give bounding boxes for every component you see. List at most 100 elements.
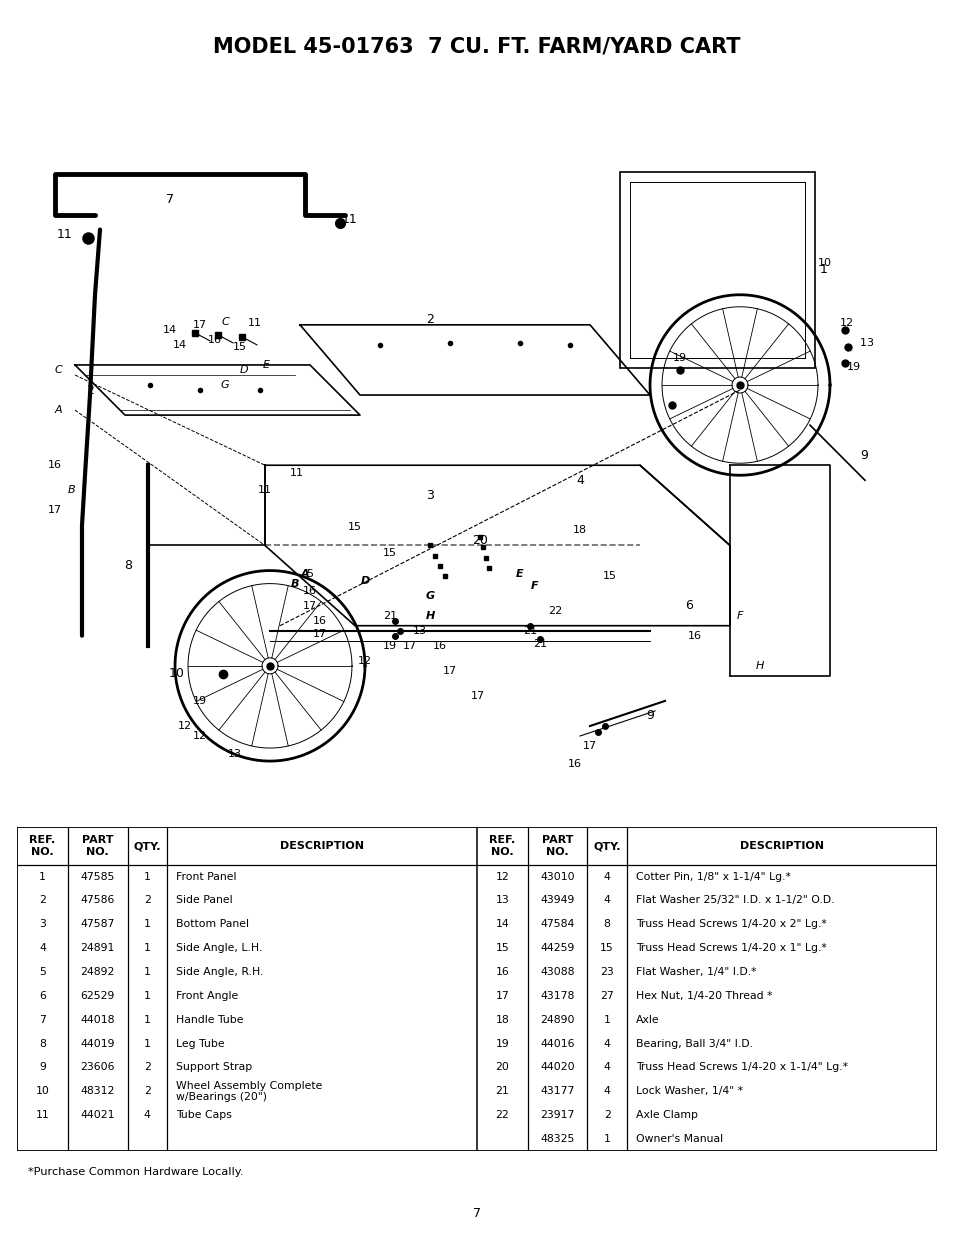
Text: 4: 4 xyxy=(603,1039,610,1049)
Text: 7: 7 xyxy=(166,193,173,206)
Text: 22: 22 xyxy=(547,605,561,616)
Text: 43177: 43177 xyxy=(539,1087,574,1097)
Text: 4: 4 xyxy=(144,1110,151,1120)
Text: REF.
NO.: REF. NO. xyxy=(489,835,515,857)
Text: 14: 14 xyxy=(495,919,509,929)
Text: 16: 16 xyxy=(48,461,62,471)
Text: 44021: 44021 xyxy=(80,1110,114,1120)
Text: 15: 15 xyxy=(233,342,247,352)
Text: DESCRIPTION: DESCRIPTION xyxy=(280,841,364,851)
Text: 15: 15 xyxy=(348,522,361,532)
Text: 4: 4 xyxy=(39,944,46,953)
Text: 17: 17 xyxy=(471,690,484,701)
Text: 4: 4 xyxy=(603,1087,610,1097)
Text: 62529: 62529 xyxy=(80,990,114,1000)
Text: 13: 13 xyxy=(859,338,877,348)
Text: Handle Tube: Handle Tube xyxy=(176,1015,244,1025)
Text: 11: 11 xyxy=(57,228,72,241)
Text: 21: 21 xyxy=(495,1087,509,1097)
Text: 18: 18 xyxy=(573,525,586,536)
Text: 11: 11 xyxy=(257,485,272,495)
Text: 16: 16 xyxy=(567,760,581,769)
Text: Flat Washer 25/32" I.D. x 1-1/2" O.D.: Flat Washer 25/32" I.D. x 1-1/2" O.D. xyxy=(636,895,834,905)
Text: 9: 9 xyxy=(645,709,653,722)
Text: B: B xyxy=(68,485,75,495)
Text: Truss Head Screws 1/4-20 x 1" Lg.*: Truss Head Screws 1/4-20 x 1" Lg.* xyxy=(636,944,826,953)
Text: REF.
NO.: REF. NO. xyxy=(30,835,55,857)
Text: 4: 4 xyxy=(576,474,583,487)
Text: A: A xyxy=(54,405,62,415)
Text: 11: 11 xyxy=(290,468,304,478)
Text: Lock Washer, 1/4" *: Lock Washer, 1/4" * xyxy=(636,1087,742,1097)
Text: 3: 3 xyxy=(426,489,434,501)
Text: 19: 19 xyxy=(672,353,686,363)
Text: 1: 1 xyxy=(144,990,151,1000)
Text: Truss Head Screws 1/4-20 x 2" Lg.*: Truss Head Screws 1/4-20 x 2" Lg.* xyxy=(636,919,826,929)
Text: 18: 18 xyxy=(495,1015,509,1025)
Text: 2: 2 xyxy=(86,384,93,396)
Text: Front Angle: Front Angle xyxy=(176,990,238,1000)
Text: Bottom Panel: Bottom Panel xyxy=(176,919,249,929)
Text: 12: 12 xyxy=(178,721,192,731)
Text: 17: 17 xyxy=(303,600,316,610)
Text: 21: 21 xyxy=(533,638,546,648)
Text: 14: 14 xyxy=(163,325,177,335)
Text: 47584: 47584 xyxy=(539,919,574,929)
Text: Bearing, Ball 3/4" I.D.: Bearing, Ball 3/4" I.D. xyxy=(636,1039,752,1049)
Text: 47587: 47587 xyxy=(80,919,114,929)
Text: 6: 6 xyxy=(39,990,46,1000)
Text: 9: 9 xyxy=(39,1062,46,1072)
Text: 44016: 44016 xyxy=(539,1039,574,1049)
Text: 11: 11 xyxy=(35,1110,50,1120)
Text: 12: 12 xyxy=(495,872,509,882)
Text: Wheel Assembly Complete
w/Bearings (20"): Wheel Assembly Complete w/Bearings (20") xyxy=(176,1081,322,1102)
Text: 1: 1 xyxy=(144,944,151,953)
Text: 15: 15 xyxy=(602,571,617,580)
Text: 11: 11 xyxy=(248,317,262,327)
Text: 2: 2 xyxy=(144,895,151,905)
Text: 1: 1 xyxy=(603,1015,610,1025)
Text: 15: 15 xyxy=(495,944,509,953)
Text: 47586: 47586 xyxy=(80,895,114,905)
Text: 2: 2 xyxy=(144,1087,151,1097)
Text: C: C xyxy=(221,317,229,327)
Text: 10: 10 xyxy=(817,258,831,268)
Text: Side Angle, L.H.: Side Angle, L.H. xyxy=(176,944,262,953)
Text: Axle: Axle xyxy=(636,1015,659,1025)
Text: G: G xyxy=(425,590,435,600)
Text: 1: 1 xyxy=(144,872,151,882)
Text: 24892: 24892 xyxy=(80,967,114,977)
Text: 16: 16 xyxy=(495,967,509,977)
Text: 44019: 44019 xyxy=(80,1039,114,1049)
Text: 3: 3 xyxy=(39,919,46,929)
Text: 19: 19 xyxy=(193,697,207,706)
Text: 13: 13 xyxy=(413,626,427,636)
Text: 16: 16 xyxy=(313,616,327,626)
Text: 7: 7 xyxy=(473,1207,480,1220)
Text: 44018: 44018 xyxy=(80,1015,114,1025)
Text: 16: 16 xyxy=(687,631,701,641)
Text: 2: 2 xyxy=(426,314,434,326)
Text: E: E xyxy=(516,568,523,578)
Text: 1: 1 xyxy=(144,1015,151,1025)
Text: 11: 11 xyxy=(342,212,357,226)
Text: Side Angle, R.H.: Side Angle, R.H. xyxy=(176,967,263,977)
Text: H: H xyxy=(425,610,435,621)
Text: 12: 12 xyxy=(357,656,372,666)
Text: E: E xyxy=(263,359,270,370)
Text: 17: 17 xyxy=(442,666,456,676)
Text: 47585: 47585 xyxy=(80,872,114,882)
Text: MODEL 45-01763  7 CU. FT. FARM/YARD CART: MODEL 45-01763 7 CU. FT. FARM/YARD CART xyxy=(213,36,740,56)
Text: 4: 4 xyxy=(603,872,610,882)
Text: 23917: 23917 xyxy=(539,1110,574,1120)
Text: 1: 1 xyxy=(144,1039,151,1049)
Text: 17: 17 xyxy=(402,641,416,651)
Text: PART
NO.: PART NO. xyxy=(541,835,573,857)
Text: PART
NO.: PART NO. xyxy=(82,835,113,857)
Text: 21: 21 xyxy=(522,626,537,636)
Text: 16: 16 xyxy=(208,335,222,345)
Text: 21: 21 xyxy=(382,610,396,621)
Text: 1: 1 xyxy=(39,872,46,882)
Text: 19: 19 xyxy=(495,1039,509,1049)
Text: 14: 14 xyxy=(172,340,187,350)
